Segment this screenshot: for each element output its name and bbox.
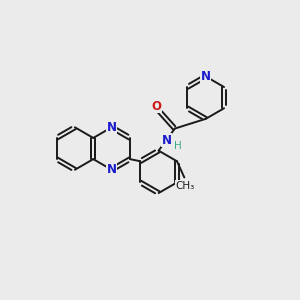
Text: N: N bbox=[162, 134, 172, 146]
Text: N: N bbox=[106, 163, 117, 176]
Text: N: N bbox=[201, 70, 211, 83]
Text: CH₃: CH₃ bbox=[175, 181, 194, 191]
Text: H: H bbox=[174, 141, 182, 151]
Text: N: N bbox=[106, 121, 117, 134]
Text: O: O bbox=[151, 100, 161, 113]
